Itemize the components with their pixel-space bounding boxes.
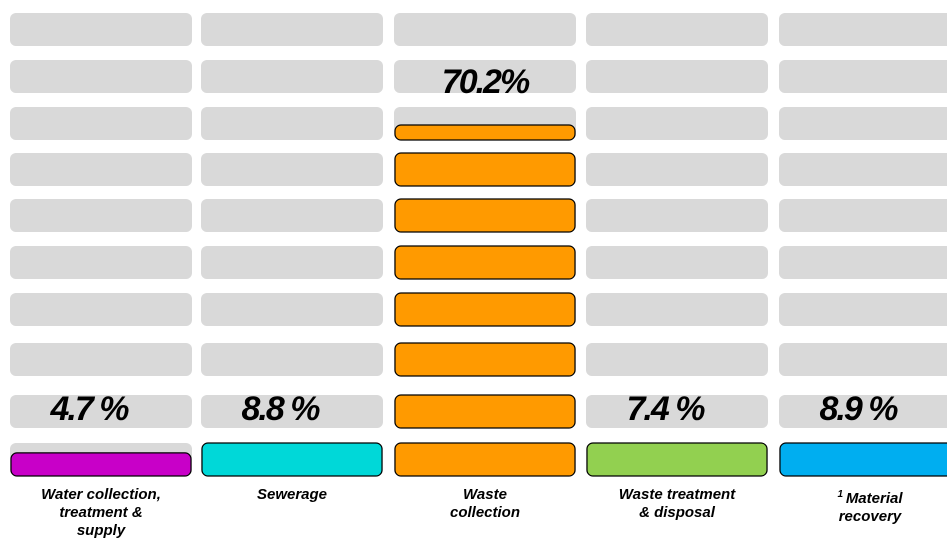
category-label: Waste collection	[449, 486, 520, 521]
bar-column	[394, 13, 576, 477]
value-label: 4.7 %	[50, 390, 130, 428]
track-slot	[779, 153, 947, 186]
track-slot	[10, 343, 192, 376]
track-slot	[201, 153, 383, 186]
track-slot	[10, 395, 192, 428]
value-label: 8.9 %	[820, 390, 899, 428]
bar-segment	[394, 245, 576, 280]
track-slot	[586, 293, 768, 326]
bar-segment	[394, 292, 576, 327]
value-label: 8.8 %	[242, 390, 321, 428]
bar-segment	[394, 442, 576, 477]
track-slot	[201, 246, 383, 279]
track-slot	[394, 60, 576, 93]
track-slot	[394, 13, 576, 46]
track-slot	[779, 107, 947, 140]
track-slot	[10, 107, 192, 140]
track-slot	[10, 246, 192, 279]
track-slot	[201, 293, 383, 326]
track-slot	[779, 246, 947, 279]
track-slot	[10, 60, 192, 93]
track-slot	[201, 60, 383, 93]
track-slot	[779, 60, 947, 93]
track-slot	[10, 13, 192, 46]
track-slot	[10, 153, 192, 186]
bar-segment	[394, 124, 576, 141]
bar-column	[10, 13, 192, 477]
bar-segment	[394, 394, 576, 429]
value-label: 7.4 %	[627, 390, 706, 428]
bar-segment	[394, 198, 576, 233]
value-label: 70.2%	[442, 63, 530, 101]
category-label: Waste treatment & disposal	[618, 486, 736, 521]
footnote-marker: 1	[837, 489, 846, 500]
track-slot	[201, 107, 383, 140]
track-slot	[586, 246, 768, 279]
bar-segment	[779, 442, 947, 477]
track-slot	[586, 13, 768, 46]
track-slot	[201, 199, 383, 232]
track-slot	[779, 343, 947, 376]
category-label: 1 Material recovery	[837, 489, 903, 525]
track-slot	[201, 13, 383, 46]
track-slot	[586, 199, 768, 232]
track-slot	[779, 13, 947, 46]
track-slot	[779, 199, 947, 232]
track-slot	[586, 343, 768, 376]
bar-segment	[10, 452, 192, 477]
track-slot	[10, 199, 192, 232]
track-slot	[586, 153, 768, 186]
track-slot	[10, 293, 192, 326]
bar-segment	[394, 342, 576, 377]
track-slot	[779, 395, 947, 428]
track-slot	[586, 107, 768, 140]
bar-segment	[201, 442, 383, 477]
category-label: Sewerage	[256, 486, 328, 503]
bar-segment	[586, 442, 768, 477]
track-slot	[779, 293, 947, 326]
track-slot	[201, 343, 383, 376]
category-label: Water collection, treatment & supply	[41, 486, 161, 539]
bar-column	[201, 13, 383, 477]
bar-column	[586, 13, 768, 477]
bar-column	[779, 13, 947, 477]
track-slot	[586, 395, 768, 428]
bar-segment	[394, 152, 576, 187]
track-slot	[586, 60, 768, 93]
track-slot	[201, 395, 383, 428]
